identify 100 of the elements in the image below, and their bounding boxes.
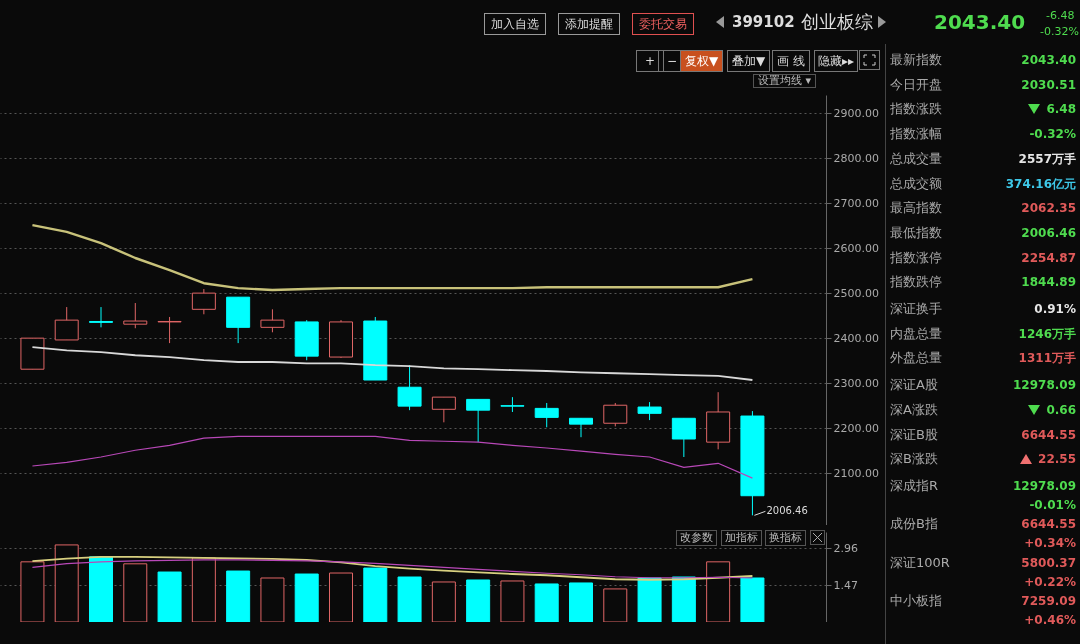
text: 外盘总量 — [890, 350, 942, 367]
bar — [740, 577, 765, 622]
text: 成份B指 — [890, 516, 938, 533]
candlestick — [260, 308, 285, 333]
text: 5800.37 — [1021, 554, 1076, 571]
y-tick-label: 2600.00 — [833, 241, 879, 255]
annotation: 改参数 — [676, 530, 717, 546]
text: 2557万手 — [1018, 150, 1076, 167]
text: -0.01% — [1029, 496, 1076, 513]
bar — [89, 556, 113, 622]
text: 复权▼ — [680, 50, 724, 72]
text: 2043.40 — [1021, 52, 1076, 68]
y-tick-label: 2200.00 — [833, 421, 879, 435]
y-tick-label: 1.47 — [833, 578, 858, 592]
line-series — [31, 346, 754, 381]
bar — [157, 571, 182, 622]
text: 1844.89 — [1021, 274, 1076, 291]
text: 12978.09 — [1012, 477, 1076, 494]
text: 374.16亿元 — [1005, 175, 1076, 192]
text: 画 线 — [772, 50, 810, 72]
text: 深证A股 — [890, 377, 938, 394]
text: 6.48 — [1046, 101, 1076, 118]
bar — [397, 576, 422, 622]
text: 22.55 — [1038, 451, 1076, 468]
text: 深成指R — [890, 477, 939, 494]
text: -0.32% — [1029, 126, 1076, 143]
annotation: 2006.46 — [766, 505, 808, 517]
candlestick — [89, 306, 113, 328]
line-series — [31, 435, 754, 479]
candlestick — [466, 398, 491, 443]
bar — [637, 577, 662, 622]
y-tick-label: 2400.00 — [833, 331, 879, 345]
annotation: 换指标 — [765, 530, 806, 546]
annotation: 加指标 — [721, 530, 762, 546]
text: 中小板指 — [890, 593, 942, 610]
text: 最高指数 — [890, 200, 942, 217]
candlestick — [671, 417, 696, 458]
bar — [226, 570, 251, 622]
text: 深证100R — [890, 554, 950, 571]
text: 内盘总量 — [890, 325, 942, 342]
text: 最低指数 — [890, 224, 942, 241]
y-tick-label: 2800.00 — [833, 151, 879, 165]
text: +0.34% — [1024, 535, 1076, 552]
bar — [363, 567, 388, 622]
y-tick-label: 2100.00 — [833, 466, 879, 480]
candlestick — [191, 288, 216, 315]
text: 0.66 — [1046, 401, 1076, 418]
candlestick — [637, 401, 662, 421]
text: 7259.09 — [1021, 593, 1076, 610]
text: 指数涨跌 — [890, 101, 942, 118]
text: +0.46% — [1024, 612, 1076, 629]
text: 委托交易 — [632, 13, 694, 35]
text: 深A涨跌 — [890, 401, 938, 418]
y-tick-label: 2300.00 — [833, 376, 879, 390]
candlestick — [431, 396, 456, 423]
candlestick — [54, 306, 79, 341]
text: 2006.46 — [1021, 224, 1076, 241]
bar — [671, 576, 696, 622]
text: 总成交量 — [890, 150, 942, 167]
candlestick — [157, 316, 182, 344]
text: -6.48 — [1046, 9, 1075, 23]
text: 深证换手 — [890, 301, 942, 317]
text: 指数涨停 — [890, 249, 942, 266]
text: 2254.87 — [1021, 249, 1076, 266]
text: 12978.09 — [1012, 377, 1076, 394]
text: 399102 — [732, 13, 795, 31]
text: 加入自选 — [484, 13, 546, 35]
text: 2062.35 — [1021, 200, 1076, 217]
bar — [466, 579, 491, 622]
text: 深B涨跌 — [890, 451, 938, 468]
text: 指数涨幅 — [890, 126, 942, 143]
candlestick — [397, 364, 422, 411]
text: 2030.51 — [1021, 76, 1076, 93]
text: -0.32% — [1040, 25, 1079, 39]
text: 创业板综 — [800, 11, 873, 33]
candlestick — [569, 417, 593, 438]
text: 今日开盘 — [890, 76, 942, 93]
bar — [569, 582, 593, 622]
text: 2043.40 — [934, 10, 1026, 34]
text: 1246万手 — [1018, 325, 1076, 342]
text: 1311万手 — [1018, 350, 1076, 367]
text: 总成交额 — [890, 175, 942, 192]
text: 深证B股 — [890, 426, 938, 443]
text: 添加提醒 — [558, 13, 620, 35]
text: 0.91% — [1034, 301, 1076, 317]
y-tick-label: 2.96 — [833, 541, 858, 555]
y-tick-label: 2500.00 — [833, 286, 879, 300]
bar — [534, 583, 559, 622]
text: 叠加▼ — [727, 50, 771, 72]
text: 6644.55 — [1021, 426, 1076, 443]
line-series — [31, 223, 754, 292]
bar — [294, 573, 319, 622]
candlestick — [123, 302, 148, 329]
candlestick — [534, 402, 559, 428]
y-tick-label: 2700.00 — [833, 196, 879, 210]
text: + — [636, 50, 665, 72]
text: 6644.55 — [1021, 516, 1076, 533]
y-tick-label: 2900.00 — [833, 106, 879, 120]
text: +0.22% — [1024, 573, 1076, 590]
text: 设置均线 ▾ — [753, 74, 817, 88]
